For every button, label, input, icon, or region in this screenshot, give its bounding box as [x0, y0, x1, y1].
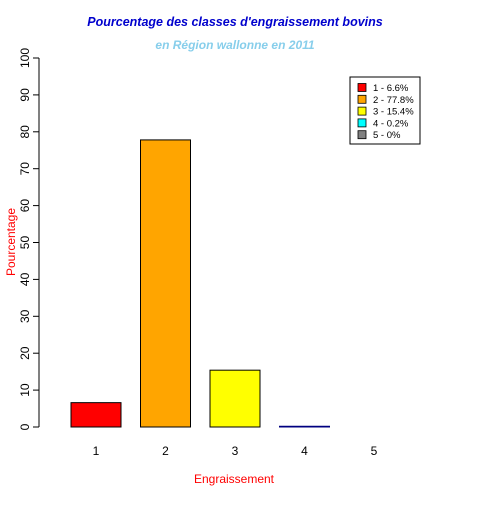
- legend-label: 1 - 6.6%: [373, 83, 409, 94]
- legend-label: 4 - 0.2%: [373, 118, 409, 129]
- legend-swatch: [357, 94, 367, 104]
- legend-swatch: [357, 118, 367, 128]
- legend-label: 5 - 0%: [373, 130, 401, 141]
- y-tick-label: 60: [18, 199, 32, 213]
- legend-swatch: [357, 106, 367, 116]
- bar-2: [140, 139, 191, 428]
- y-tick-label: 40: [18, 272, 32, 286]
- x-tick-label: 2: [162, 444, 169, 458]
- y-tick-label: 0: [18, 423, 32, 430]
- legend-label: 2 - 77.8%: [373, 95, 414, 106]
- y-tick-label: 10: [18, 383, 32, 397]
- legend-label: 3 - 15.4%: [373, 107, 414, 118]
- y-tick-label: 70: [18, 162, 32, 176]
- chart-title: Pourcentage des classes d'engraissement …: [87, 15, 383, 29]
- bar-4: [279, 425, 330, 428]
- y-tick-label: 30: [18, 309, 32, 323]
- x-tick-label: 1: [93, 444, 100, 458]
- x-tick-label: 3: [232, 444, 239, 458]
- y-tick-label: 100: [18, 48, 32, 68]
- legend-swatch: [357, 130, 367, 140]
- chart-subtitle: en Région wallonne en 2011: [155, 38, 314, 52]
- x-tick-label: 5: [371, 444, 378, 458]
- y-tick-label: 80: [18, 125, 32, 139]
- y-axis-label: Pourcentage: [4, 208, 18, 276]
- legend-swatch: [357, 83, 367, 92]
- bar-3: [209, 369, 261, 428]
- x-tick-label: 4: [301, 444, 308, 458]
- x-axis-label: Engraissement: [194, 472, 275, 486]
- y-tick-label: 50: [18, 236, 32, 250]
- y-tick-label: 90: [18, 88, 32, 102]
- y-tick-label: 20: [18, 346, 32, 360]
- bar-1: [70, 402, 122, 428]
- legend: 1 - 6.6%2 - 77.8%3 - 15.4%4 - 0.2%5 - 0%: [349, 76, 421, 145]
